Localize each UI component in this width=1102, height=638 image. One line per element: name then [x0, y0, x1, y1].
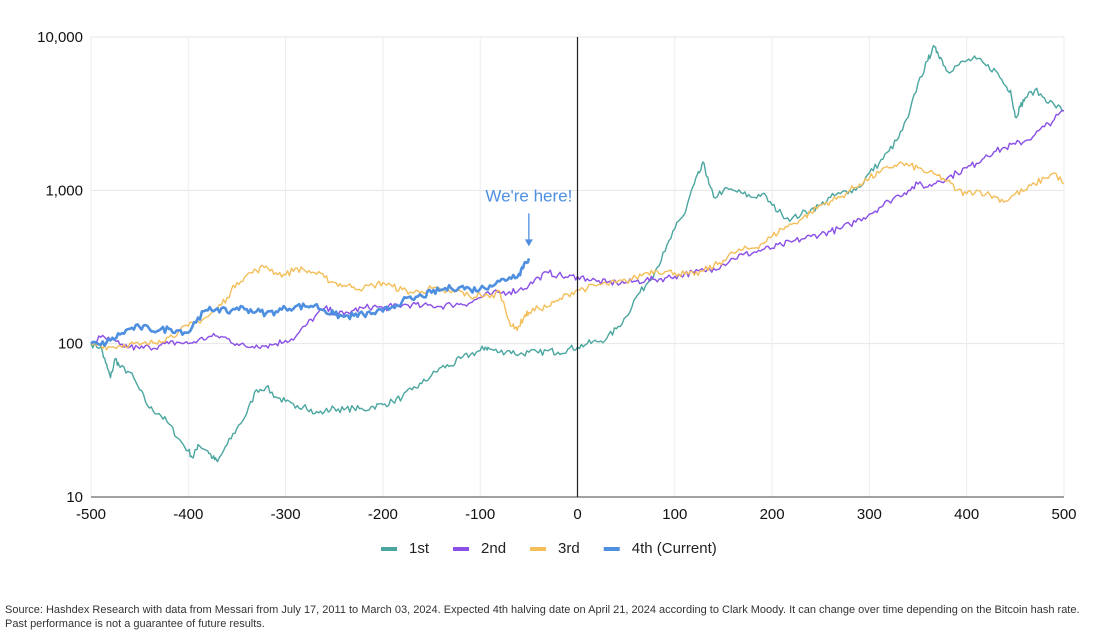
x-tick-label: -400	[173, 506, 203, 523]
legend-swatch	[530, 547, 547, 551]
annotation-arrowhead	[524, 239, 533, 247]
x-tick-label: 100	[662, 506, 687, 523]
x-axis-ticks: -500 -400 -300 -200 -100 0 100 200 300 400 500	[76, 506, 1077, 523]
legend-label: 4th (Current)	[632, 540, 717, 557]
x-tick-label: 0	[573, 506, 581, 523]
source-footnote: Source: Hashdex Research with data from …	[5, 604, 1080, 630]
series-line-3rd	[90, 161, 1065, 351]
x-tick-label: 500	[1051, 506, 1076, 523]
legend-label: 3rd	[558, 540, 580, 557]
annotation-text: We're here!	[485, 186, 572, 205]
legend: 1st 2nd 3rd 4th (Current)	[381, 540, 717, 557]
x-tick-label: -500	[76, 506, 106, 523]
y-tick-label: 1,000	[45, 182, 83, 199]
x-tick-label: -200	[368, 506, 398, 523]
halving-cycles-chart: 10 100 1,000 10,000 -500 -400 -300 -200 -100 0 10…	[37, 29, 1077, 557]
x-tick-label: 200	[760, 506, 785, 523]
y-tick-label: 10	[66, 489, 83, 506]
gridlines	[90, 36, 1065, 498]
series-line-1st	[90, 44, 1065, 463]
legend-swatch	[381, 547, 397, 551]
x-tick-label: -100	[465, 506, 495, 523]
legend-label: 1st	[409, 540, 430, 557]
legend-swatch	[453, 547, 470, 551]
y-tick-label: 10,000	[37, 29, 83, 46]
legend-label: 2nd	[481, 540, 506, 557]
y-tick-label: 100	[58, 336, 83, 353]
legend-swatch	[603, 547, 620, 551]
x-tick-label: 300	[857, 506, 882, 523]
y-axis-ticks: 10 100 1,000 10,000	[37, 29, 83, 506]
annotation: We're here!	[485, 186, 572, 247]
series-line-4th-current	[90, 258, 531, 347]
x-tick-label: -300	[271, 506, 301, 523]
x-tick-label: 400	[954, 506, 979, 523]
